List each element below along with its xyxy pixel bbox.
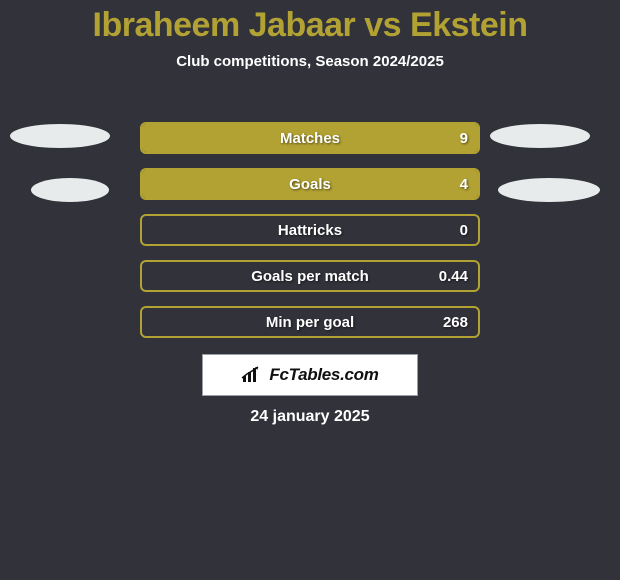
stat-row: Matches 9: [140, 122, 480, 154]
ellipse-player1-bottom: [31, 178, 109, 202]
stat-row: Hattricks 0: [140, 214, 480, 246]
fctables-logo[interactable]: FcTables.com: [202, 354, 418, 396]
player1-name: Ibraheem Jabaar: [93, 6, 356, 44]
stat-row: Goals per match 0.44: [140, 260, 480, 292]
stat-value: 4: [460, 170, 468, 198]
ellipse-player2-bottom: [498, 178, 600, 202]
stat-value: 0.44: [439, 262, 468, 290]
vs-text: vs: [364, 6, 401, 44]
bar-chart-icon: [241, 366, 263, 384]
stat-label: Min per goal: [142, 308, 478, 336]
stat-value: 0: [460, 216, 468, 244]
ellipse-player2-top: [490, 124, 590, 148]
stats-table: Matches 9 Goals 4 Hattricks 0 Goals per …: [140, 122, 480, 352]
stat-label: Hattricks: [142, 216, 478, 244]
stat-row: Goals 4: [140, 168, 480, 200]
stat-label: Matches: [142, 124, 478, 152]
subtitle: Club competitions, Season 2024/2025: [0, 53, 620, 70]
ellipse-player1-top: [10, 124, 110, 148]
stat-label: Goals per match: [142, 262, 478, 290]
date-text: 24 january 2025: [0, 408, 620, 426]
page-title: Ibraheem Jabaar vs Ekstein: [0, 0, 620, 45]
stat-value: 268: [443, 308, 468, 336]
stat-label: Goals: [142, 170, 478, 198]
player2-name: Ekstein: [410, 6, 527, 44]
stat-value: 9: [460, 124, 468, 152]
stat-row: Min per goal 268: [140, 306, 480, 338]
logo-text: FcTables.com: [269, 365, 378, 385]
